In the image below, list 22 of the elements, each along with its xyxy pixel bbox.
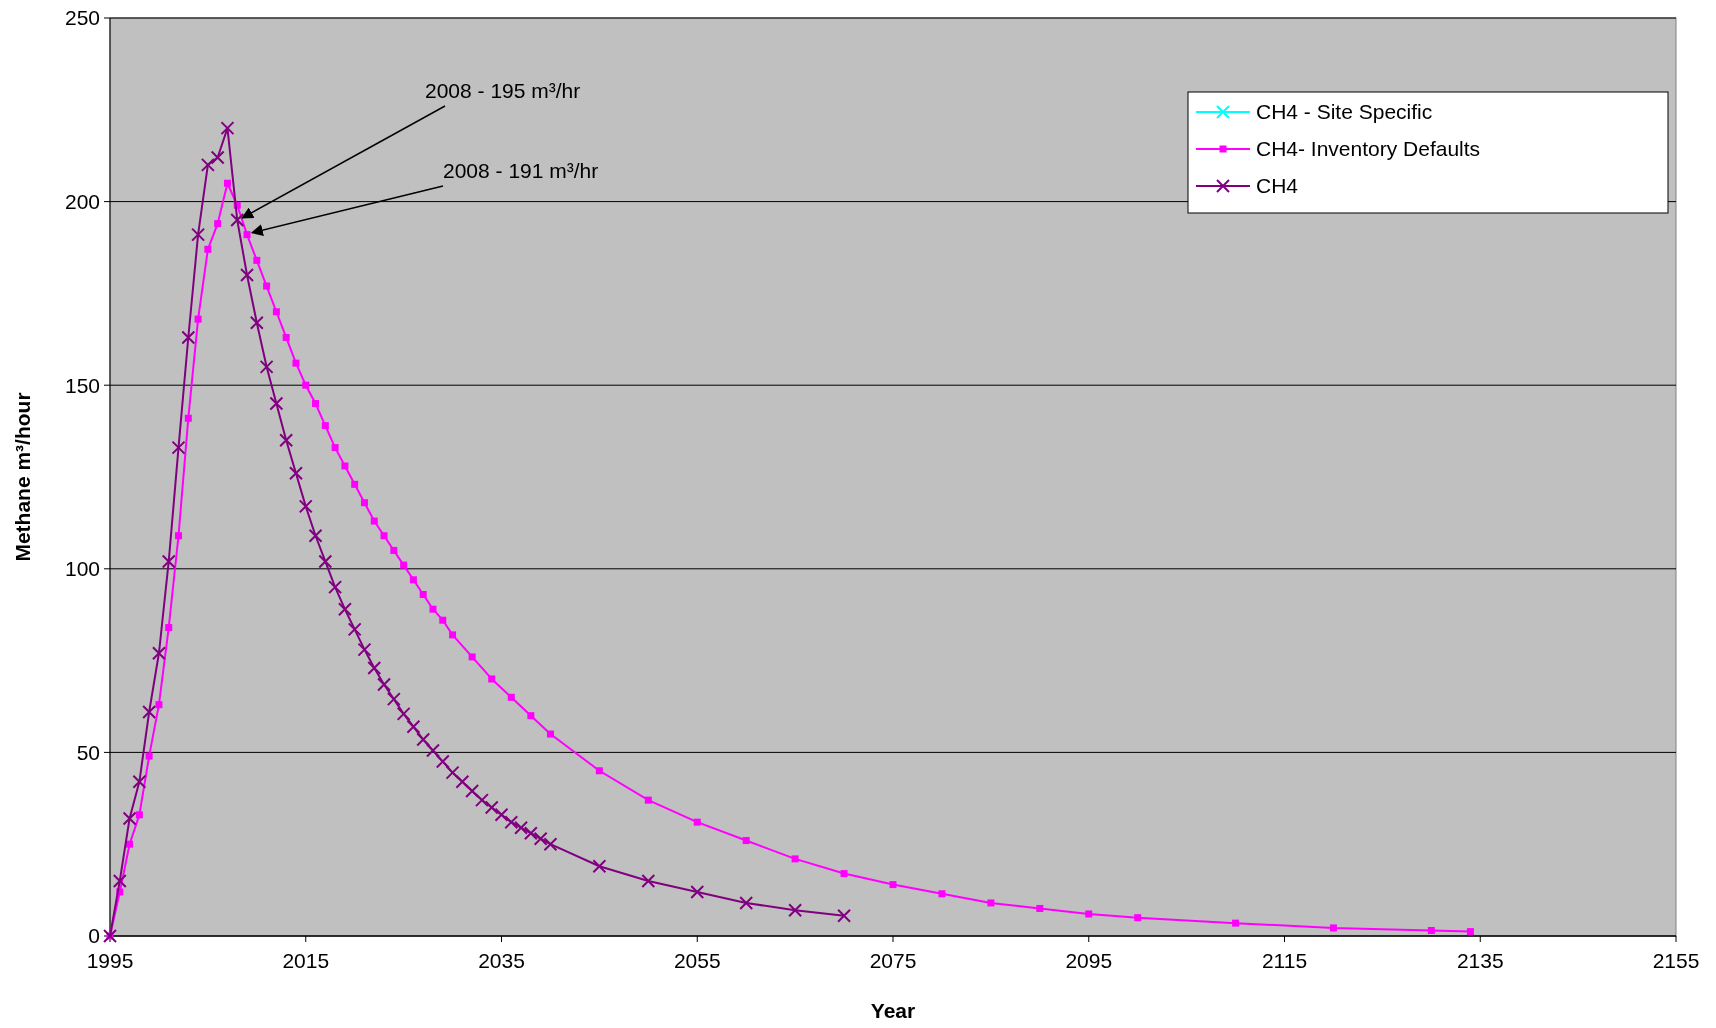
- x-tick-label: 2015: [282, 949, 330, 972]
- legend-label: CH4- Inventory Defaults: [1256, 137, 1481, 161]
- x-tick-label: 2115: [1261, 949, 1308, 972]
- y-tick-label: 200: [64, 189, 100, 213]
- x-tick-label: 2075: [869, 949, 917, 972]
- legend-label: CH4 - Site Specific: [1256, 100, 1433, 124]
- annotation: 2008 - 191 m³/hr: [443, 159, 599, 182]
- x-tick-label: 2135: [1456, 949, 1504, 972]
- annotation: 2008 - 195 m³/hr: [425, 79, 581, 102]
- x-axis-title: Year: [870, 999, 916, 1022]
- y-tick-label: 250: [64, 6, 100, 30]
- x-tick-label: 2055: [673, 949, 721, 972]
- y-tick-label: 0: [88, 924, 100, 948]
- x-tick-label: 2035: [478, 949, 525, 972]
- x-tick-label: 1995: [86, 949, 134, 972]
- y-tick-label: 150: [64, 373, 100, 397]
- legend-label: CH4: [1256, 174, 1299, 198]
- y-tick-label: 100: [64, 557, 100, 581]
- x-tick-label: 2155: [1652, 949, 1700, 972]
- x-tick-label: 2095: [1065, 949, 1113, 972]
- y-axis-title: Methane m³/hour: [11, 392, 34, 562]
- y-tick-label: 50: [76, 740, 100, 764]
